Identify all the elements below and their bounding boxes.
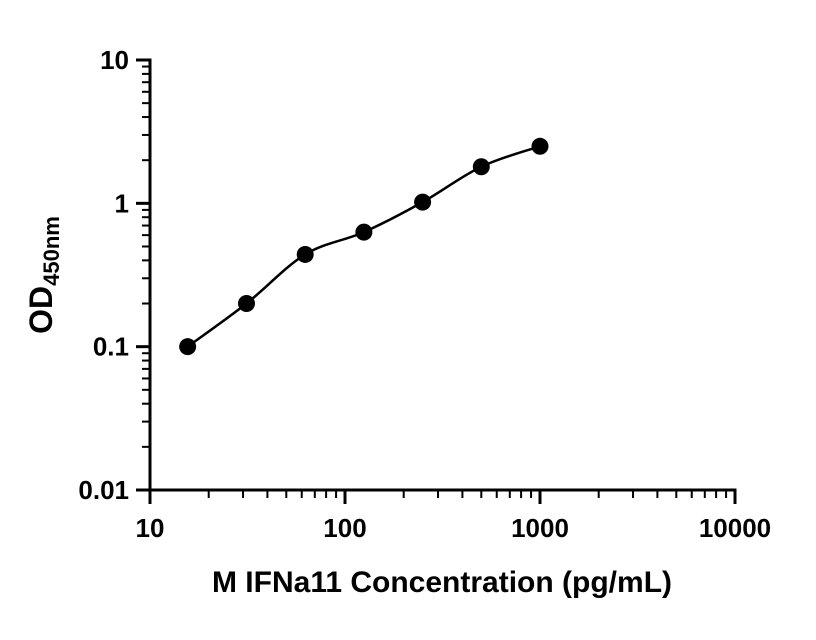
- y-axis-title-subscript: 450nm: [39, 216, 64, 286]
- axes-layer: [136, 58, 737, 504]
- y-tick-label: 0.1: [93, 332, 129, 362]
- y-axis-title-group: OD450nm: [23, 216, 64, 334]
- x-axis-title: M IFNa11 Concentration (pg/mL): [212, 566, 672, 599]
- y-axis-title: OD450nm: [23, 216, 64, 334]
- y-tick-label: 0.01: [78, 475, 129, 505]
- y-tick-label: 10: [100, 45, 129, 75]
- data-point: [531, 137, 549, 155]
- tick-label-layer: 10 100 1000 10000 0.01 0.1 1 10: [78, 45, 771, 543]
- y-axis-title-main: OD: [23, 286, 59, 334]
- data-point: [355, 223, 373, 241]
- x-tick-label: 1000: [511, 513, 569, 543]
- data-point: [296, 245, 314, 263]
- x-tick-label: 10000: [699, 513, 771, 543]
- data-point: [179, 338, 197, 356]
- data-point: [414, 193, 432, 211]
- data-point: [472, 158, 490, 176]
- fit-curve: [186, 145, 541, 348]
- data-point: [237, 295, 255, 313]
- data-layer: [179, 137, 549, 356]
- x-tick-label: 10: [136, 513, 165, 543]
- y-tick-label: 1: [115, 188, 129, 218]
- x-tick-label: 100: [323, 513, 366, 543]
